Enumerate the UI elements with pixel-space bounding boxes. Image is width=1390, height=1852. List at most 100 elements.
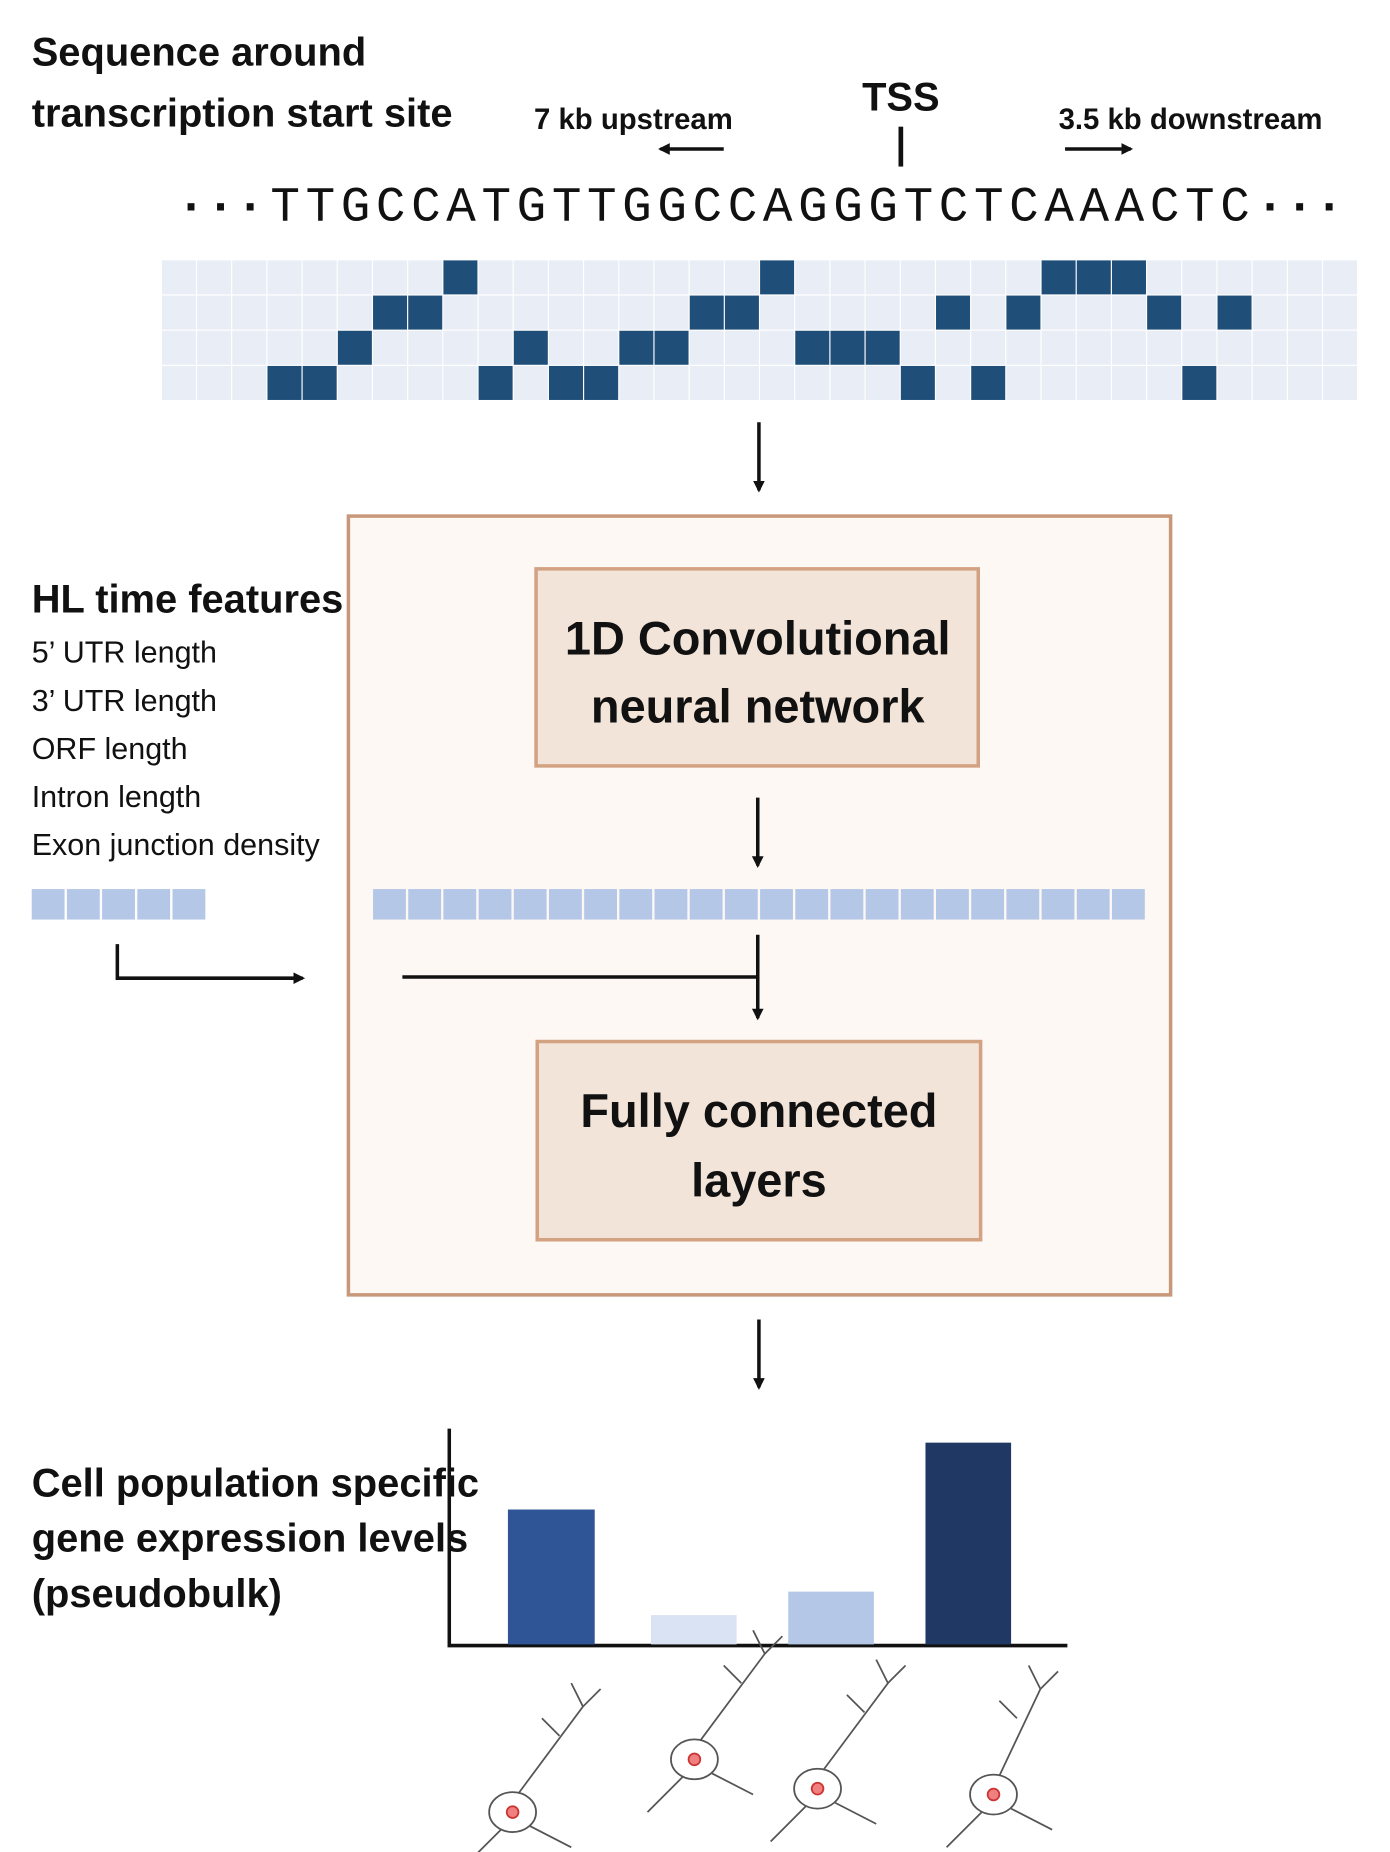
grid-cell bbox=[830, 260, 865, 295]
fc-label: layers bbox=[691, 1154, 827, 1206]
grid-cell bbox=[1287, 295, 1322, 330]
embed-cell bbox=[865, 889, 899, 920]
grid-cell bbox=[971, 365, 1006, 400]
grid-cell bbox=[302, 330, 337, 365]
grid-cell bbox=[302, 260, 337, 295]
grid-cell bbox=[267, 295, 302, 330]
grid-cell bbox=[865, 365, 900, 400]
grid-cell bbox=[971, 260, 1006, 295]
grid-cell bbox=[1323, 365, 1358, 400]
grid-cell bbox=[161, 330, 196, 365]
feature-cell bbox=[66, 889, 100, 920]
grid-cell bbox=[795, 295, 830, 330]
grid-cell bbox=[1006, 365, 1041, 400]
grid-cell bbox=[232, 260, 267, 295]
cell-nucleus bbox=[687, 1752, 702, 1767]
grid-cell bbox=[584, 330, 619, 365]
grid-cell bbox=[1111, 365, 1146, 400]
embed-cell bbox=[1111, 889, 1145, 920]
grid-cell bbox=[197, 330, 232, 365]
grid-cell bbox=[1076, 330, 1111, 365]
grid-cell bbox=[478, 330, 513, 365]
feature-cell bbox=[31, 889, 65, 920]
grid-cell bbox=[1111, 295, 1146, 330]
grid-cell bbox=[478, 365, 513, 400]
grid-cell bbox=[1217, 260, 1252, 295]
cell-body bbox=[793, 1767, 842, 1810]
tss-label: TSS bbox=[862, 75, 940, 119]
grid-cell bbox=[760, 260, 795, 295]
grid-cell bbox=[1323, 330, 1358, 365]
grid-cell bbox=[443, 330, 478, 365]
grid-cell bbox=[548, 260, 583, 295]
cell-axon bbox=[945, 1807, 1053, 1848]
embedding bbox=[373, 889, 1145, 920]
features-title: HL time features bbox=[32, 577, 344, 621]
grid-cell bbox=[900, 260, 935, 295]
feature-item: 5’ UTR length bbox=[32, 636, 217, 670]
grid-cell bbox=[161, 365, 196, 400]
grid-cell bbox=[1287, 260, 1322, 295]
grid-cell bbox=[900, 365, 935, 400]
grid-cell bbox=[865, 330, 900, 365]
embed-cell bbox=[971, 889, 1005, 920]
title-line: transcription start site bbox=[32, 92, 453, 136]
grid-cell bbox=[1287, 330, 1322, 365]
grid-cell bbox=[337, 330, 372, 365]
grid-cell bbox=[408, 330, 443, 365]
title-line: Sequence around bbox=[32, 31, 366, 75]
grid-cell bbox=[197, 365, 232, 400]
feature-list: 5’ UTR length 3’ UTR length ORF length Intr… bbox=[32, 636, 321, 862]
grid-cell bbox=[1147, 330, 1182, 365]
cnn-label: 1D Convolutional bbox=[565, 612, 951, 664]
grid-cell bbox=[1111, 330, 1146, 365]
cell-dendrite bbox=[699, 1629, 784, 1742]
embed-cell bbox=[689, 889, 723, 920]
grid-cell bbox=[302, 365, 337, 400]
grid-cell bbox=[443, 260, 478, 295]
grid-cell bbox=[936, 330, 971, 365]
grid-cell bbox=[478, 295, 513, 330]
feature-cell bbox=[137, 889, 171, 920]
grid-cell bbox=[689, 295, 724, 330]
grid-cell bbox=[971, 295, 1006, 330]
grid-cell bbox=[197, 295, 232, 330]
grid-cell bbox=[548, 365, 583, 400]
grid-cell bbox=[1182, 260, 1217, 295]
embed-cell bbox=[619, 889, 653, 920]
grid-cell bbox=[1323, 295, 1358, 330]
grid-cell bbox=[654, 295, 689, 330]
output-line: gene expression levels bbox=[32, 1517, 468, 1561]
grid-cell bbox=[1182, 295, 1217, 330]
embed-cell bbox=[548, 889, 582, 920]
grid-cell bbox=[1111, 260, 1146, 295]
grid-cell bbox=[161, 295, 196, 330]
grid-cell bbox=[830, 365, 865, 400]
grid-cell bbox=[936, 365, 971, 400]
bar-shape bbox=[925, 1442, 1012, 1645]
cell-icons bbox=[477, 1629, 1059, 1852]
grid-cell bbox=[900, 295, 935, 330]
grid-cell bbox=[1006, 260, 1041, 295]
grid-cell bbox=[548, 330, 583, 365]
grid-cell bbox=[1217, 365, 1252, 400]
cnn-label: neural network bbox=[591, 681, 926, 733]
grid-cell bbox=[443, 295, 478, 330]
grid-cell bbox=[1182, 365, 1217, 400]
grid-cell bbox=[1182, 330, 1217, 365]
grid-cell bbox=[373, 330, 408, 365]
grid-cell bbox=[1076, 260, 1111, 295]
grid-cell bbox=[584, 365, 619, 400]
embed-cell bbox=[408, 889, 442, 920]
bar-shape bbox=[651, 1615, 737, 1645]
grid-cell bbox=[232, 365, 267, 400]
one-hot-grid bbox=[161, 260, 1358, 400]
output-line: (pseudobulk) bbox=[32, 1572, 282, 1616]
grid-cell bbox=[1006, 330, 1041, 365]
embed-cell bbox=[478, 889, 512, 920]
grid-cell bbox=[830, 330, 865, 365]
grid-cell bbox=[795, 330, 830, 365]
grid-cell bbox=[373, 365, 408, 400]
grid-cell bbox=[1006, 295, 1041, 330]
fc-label: Fully connected bbox=[580, 1085, 937, 1137]
